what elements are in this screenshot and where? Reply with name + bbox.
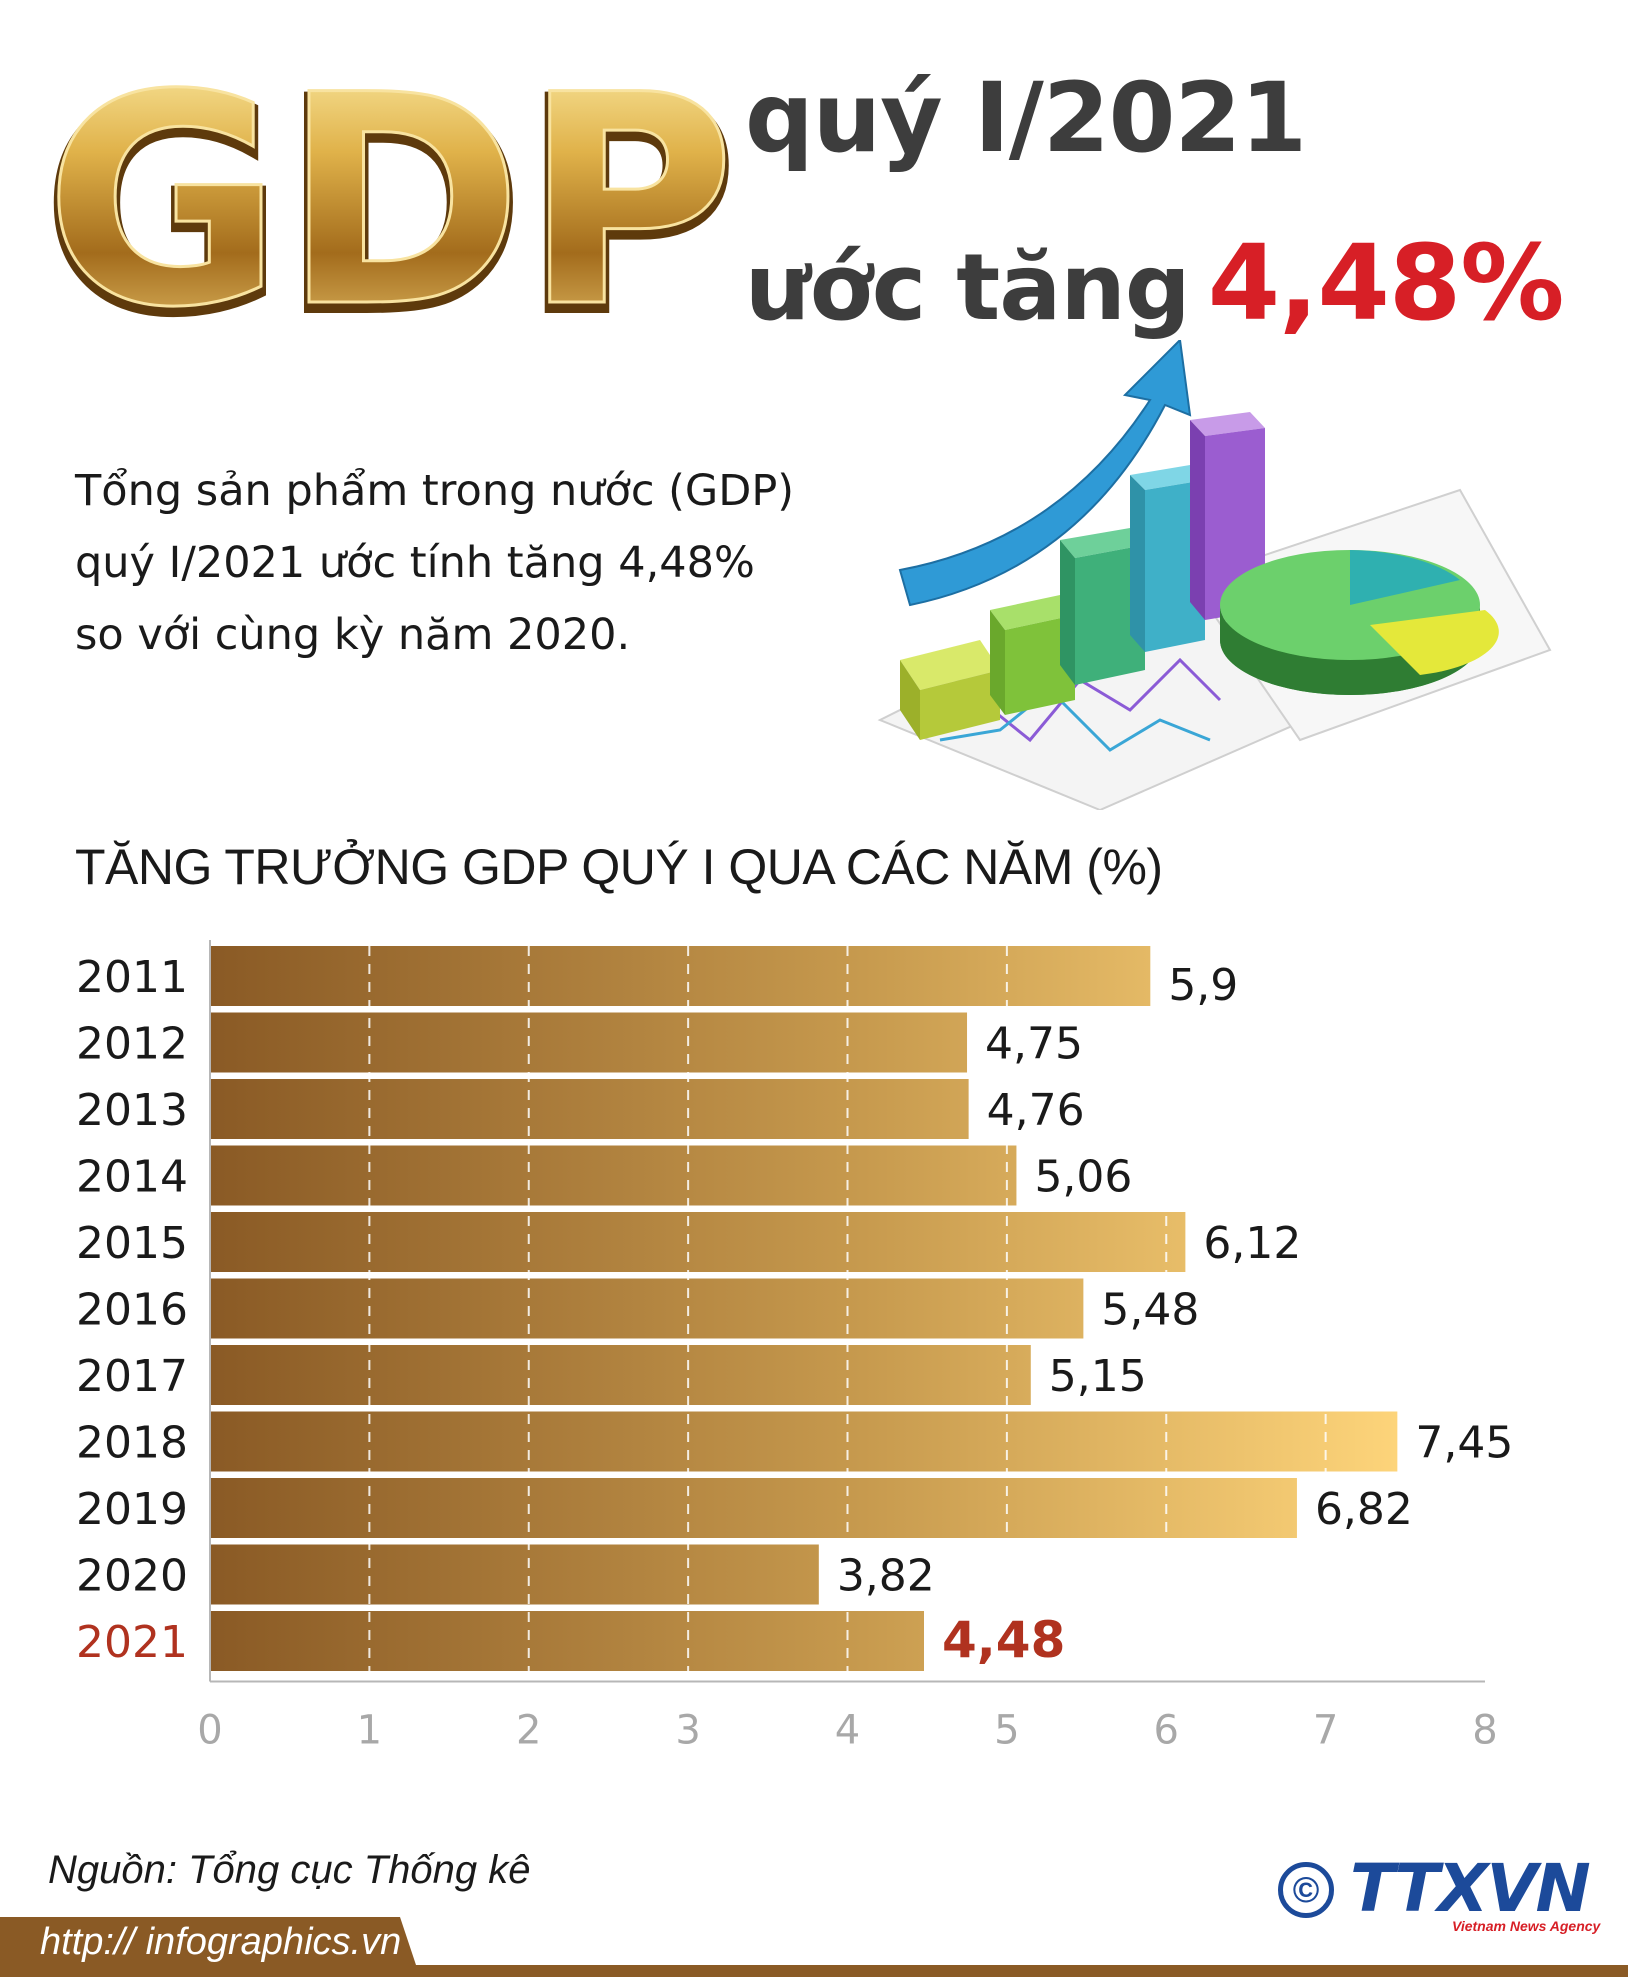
headline-line1: quý I/2021 xyxy=(745,62,1307,174)
agency-logo: TTXVN xyxy=(1350,1850,1591,1927)
headline-percent: 4,48% xyxy=(1207,222,1565,344)
category-label-2015: 2015 xyxy=(76,1218,188,1269)
value-label-2021: 4,48 xyxy=(942,1611,1065,1669)
value-label-2020: 3,82 xyxy=(837,1551,935,1602)
bar-2019 xyxy=(210,1478,1297,1538)
value-label-2014: 5,06 xyxy=(1034,1152,1132,1203)
x-tick-label-3: 3 xyxy=(675,1708,700,1754)
headline-line2: ước tăng 4,48% xyxy=(745,222,1564,344)
x-tick-label-4: 4 xyxy=(835,1708,860,1754)
bar-cube-3 xyxy=(1060,528,1145,685)
category-label-2013: 2013 xyxy=(76,1085,188,1136)
category-label-2014: 2014 xyxy=(76,1152,188,1203)
growth-chart-illustration xyxy=(877,340,1552,810)
value-label-2011: 5,9 xyxy=(1168,960,1238,1011)
x-tick-label-6: 6 xyxy=(1154,1708,1179,1754)
gdp-logo-shadow: GDP xyxy=(50,40,730,340)
summary-line-1: Tổng sản phẩm trong nước (GDP) xyxy=(75,466,795,516)
bar-2013 xyxy=(210,1079,969,1139)
bar-2020 xyxy=(210,1544,819,1605)
value-label-2015: 6,12 xyxy=(1203,1218,1301,1269)
x-tick-label-5: 5 xyxy=(994,1708,1019,1754)
summary-line-3: so với cùng kỳ năm 2020. xyxy=(75,610,631,660)
value-label-2019: 6,82 xyxy=(1315,1484,1413,1535)
copyright-icon: © xyxy=(1278,1862,1334,1918)
bar-2017 xyxy=(210,1345,1031,1405)
category-label-2021: 2021 xyxy=(76,1617,188,1668)
x-tick-label-8: 8 xyxy=(1472,1708,1497,1754)
chart-title: TĂNG TRƯỞNG GDP QUÝ I QUA CÁC NĂM (%) xyxy=(75,839,1163,895)
bar-cube-2 xyxy=(990,595,1075,715)
bar-2012 xyxy=(210,1012,968,1073)
category-label-2016: 2016 xyxy=(76,1285,188,1336)
x-tick-label-7: 7 xyxy=(1313,1708,1338,1754)
bar-2015 xyxy=(210,1212,1186,1272)
x-tick-label-1: 1 xyxy=(357,1708,382,1754)
footer-strip xyxy=(0,1917,1628,1977)
x-tick-label-0: 0 xyxy=(197,1708,222,1754)
value-label-2018: 7,45 xyxy=(1415,1418,1513,1469)
gdp-gold-logo: GDP GDP xyxy=(50,40,730,340)
headline-prefix: ước tăng xyxy=(745,234,1191,341)
category-label-2017: 2017 xyxy=(76,1351,188,1402)
bar-2016 xyxy=(210,1278,1084,1339)
x-tick-label-2: 2 xyxy=(516,1708,541,1754)
bar-2014 xyxy=(210,1145,1017,1206)
gdp-logo-text: GDP xyxy=(50,40,730,340)
value-label-2017: 5,15 xyxy=(1049,1351,1147,1402)
category-label-2020: 2020 xyxy=(76,1551,188,1602)
bar-2021 xyxy=(210,1611,924,1671)
category-label-2018: 2018 xyxy=(76,1418,188,1469)
agency-subtitle: Vietnam News Agency xyxy=(1452,1918,1601,1934)
category-label-2012: 2012 xyxy=(76,1019,188,1070)
value-label-2016: 5,48 xyxy=(1101,1285,1199,1336)
value-label-2012: 4,75 xyxy=(985,1019,1083,1070)
category-label-2019: 2019 xyxy=(76,1484,188,1535)
bar-cube-1 xyxy=(900,640,1000,740)
summary-line-2: quý I/2021 ước tính tăng 4,48% xyxy=(75,538,755,588)
value-label-2013: 4,76 xyxy=(987,1085,1085,1136)
summary-text: Tổng sản phẩm trong nước (GDP) quý I/202… xyxy=(75,455,935,671)
bar-2011 xyxy=(210,946,1151,1006)
bar-2018 xyxy=(210,1411,1398,1472)
source-note: Nguồn: Tổng cục Thống kê xyxy=(48,1848,531,1892)
footer-url[interactable]: http:// infographics.vn xyxy=(40,1921,402,1963)
category-label-2011: 2011 xyxy=(76,952,188,1003)
pie-3d xyxy=(1220,550,1499,695)
